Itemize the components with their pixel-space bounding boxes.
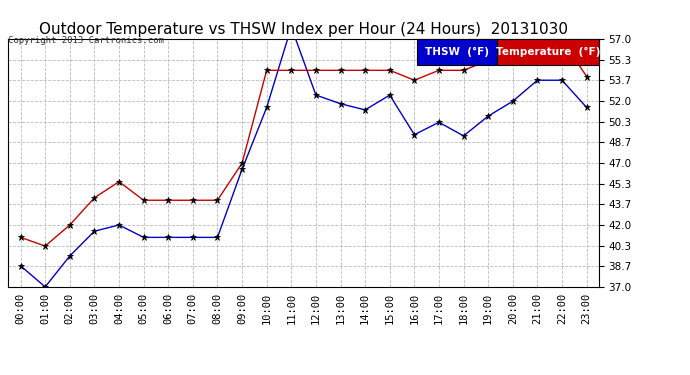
- Text: Temperature  (°F): Temperature (°F): [495, 47, 600, 57]
- Title: Outdoor Temperature vs THSW Index per Hour (24 Hours)  20131030: Outdoor Temperature vs THSW Index per Ho…: [39, 22, 568, 37]
- Text: THSW  (°F): THSW (°F): [425, 47, 489, 57]
- Text: Copyright 2013 Cartronics.com: Copyright 2013 Cartronics.com: [8, 36, 164, 45]
